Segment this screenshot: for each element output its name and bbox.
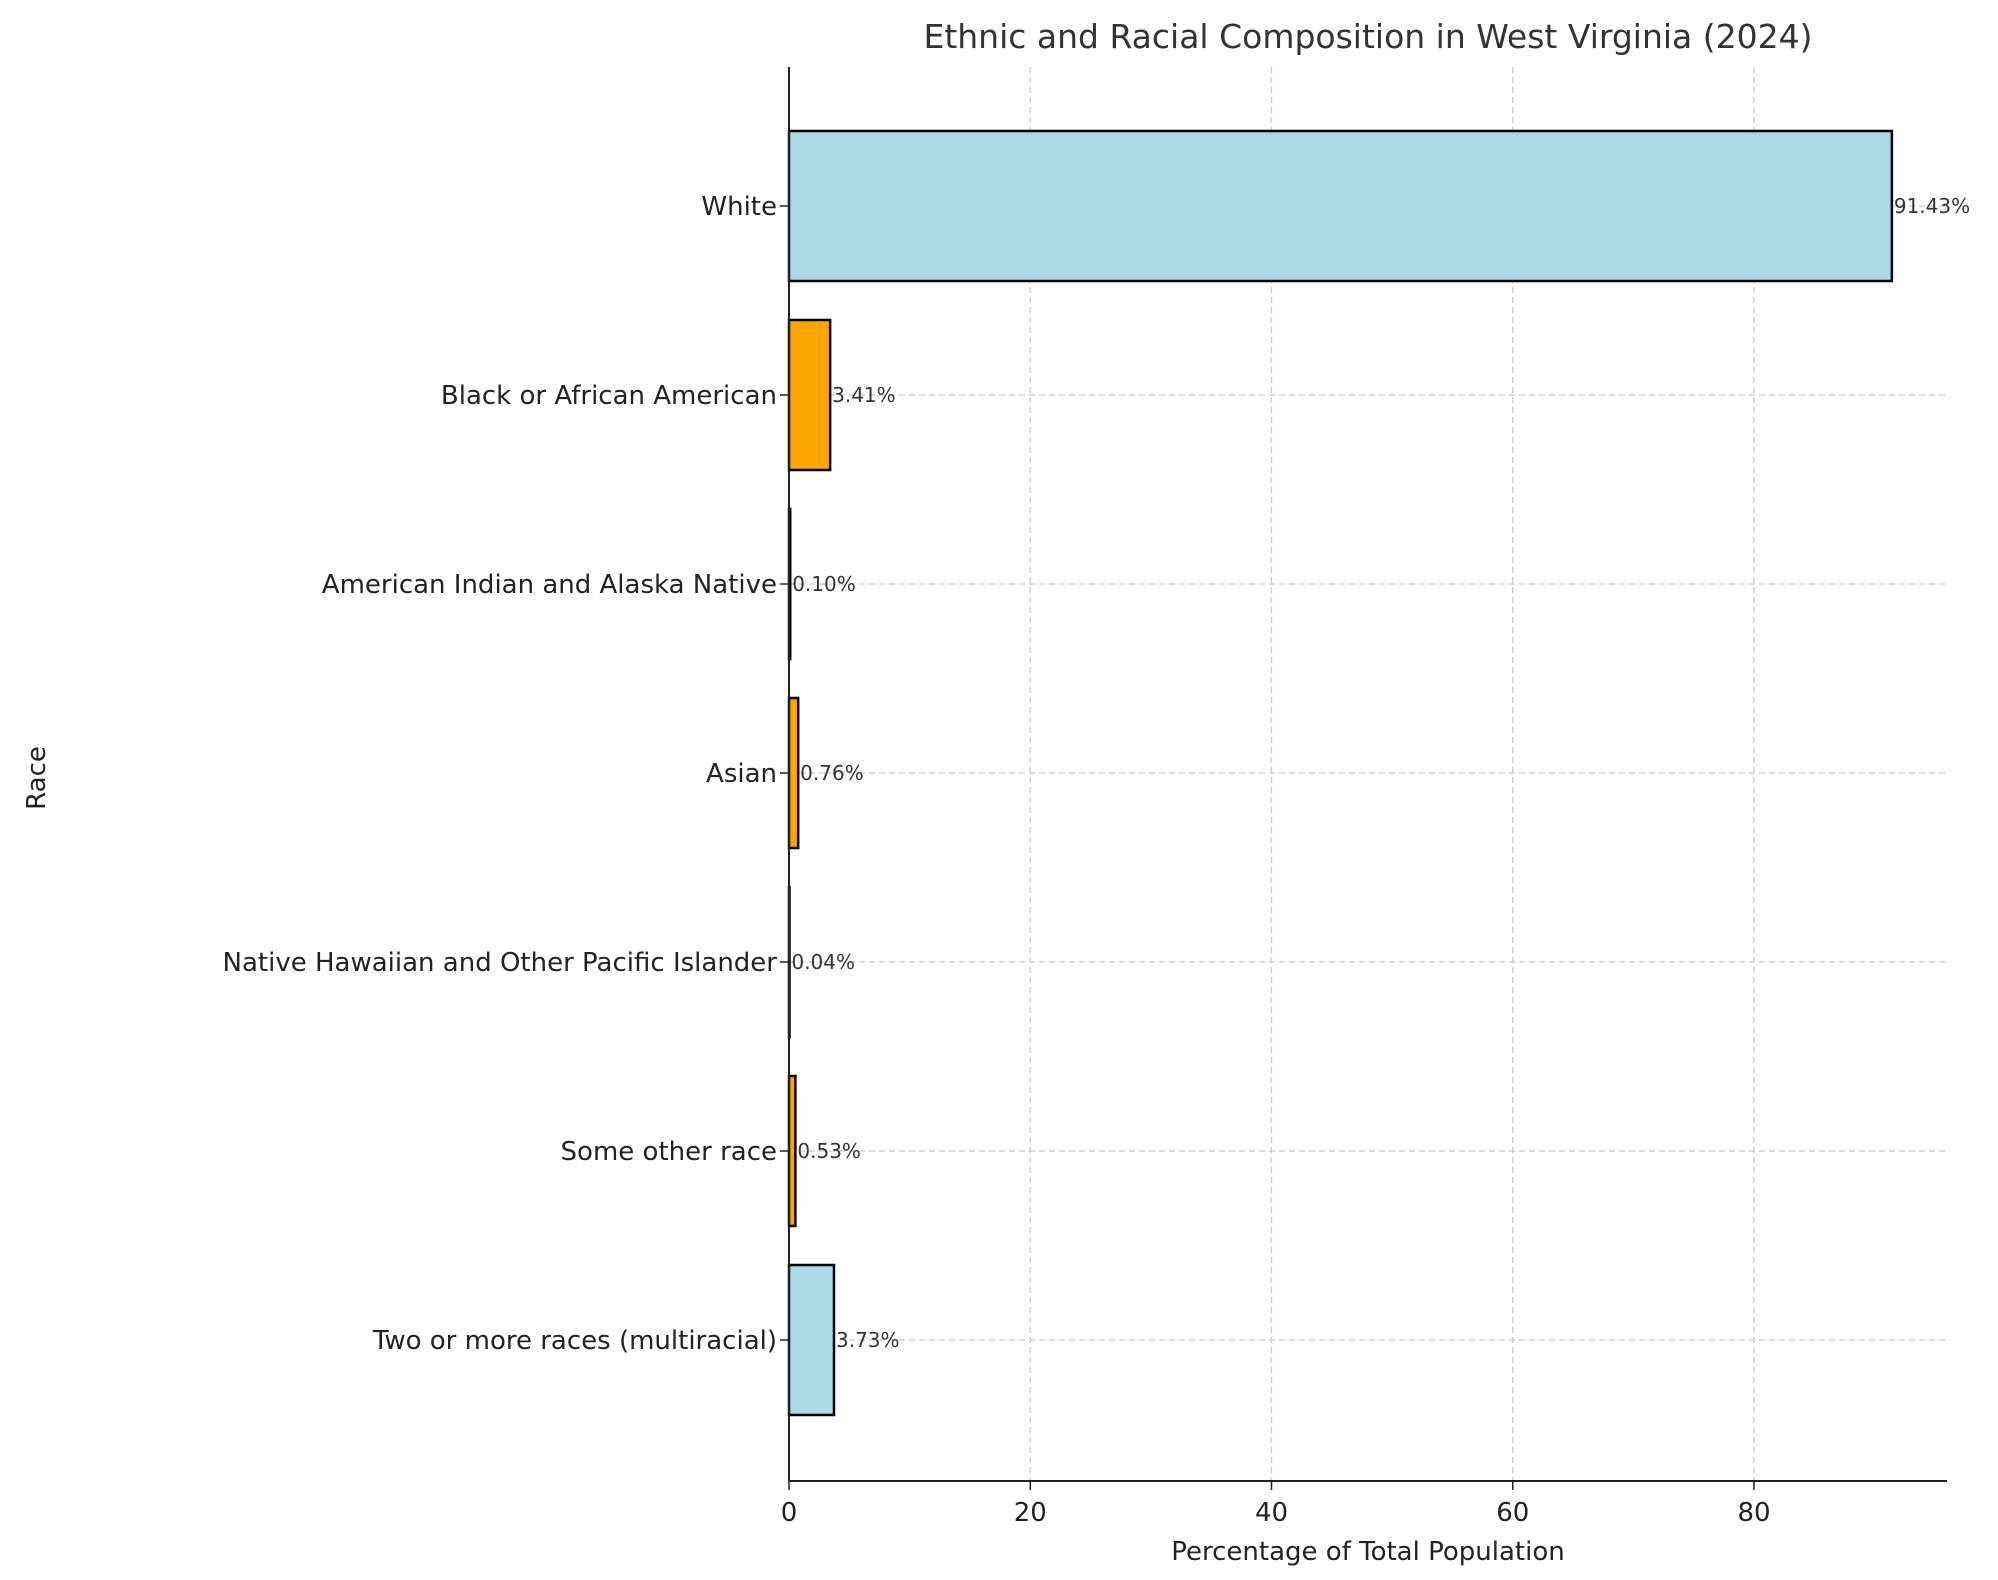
x-tick-label: 40 bbox=[1255, 1498, 1288, 1528]
data-label: 3.73% bbox=[836, 1328, 900, 1352]
data-label: 91.43% bbox=[1894, 194, 1970, 218]
x-tick-label: 20 bbox=[1014, 1498, 1047, 1528]
y-tick-label: Black or African American bbox=[441, 381, 777, 411]
y-tick-label: Some other race bbox=[561, 1137, 777, 1167]
data-label: 0.53% bbox=[797, 1139, 861, 1163]
x-tick-label: 60 bbox=[1496, 1498, 1529, 1528]
y-tick-label: White bbox=[701, 192, 777, 222]
chart-title: Ethnic and Racial Composition in West Vi… bbox=[923, 17, 1812, 56]
bar bbox=[787, 696, 800, 850]
data-label: 3.41% bbox=[832, 383, 896, 407]
y-tick-label: Native Hawaiian and Other Pacific Island… bbox=[223, 948, 778, 978]
bar bbox=[787, 1263, 836, 1417]
x-tick-label: 80 bbox=[1737, 1498, 1770, 1528]
bars: 91.43% 3.41% 0.10% 0.76% 0.04% 0.53% 3.73% bbox=[787, 129, 1970, 1417]
y-tick-label: Asian bbox=[706, 759, 777, 789]
bar bbox=[787, 129, 1894, 283]
data-label: 0.76% bbox=[800, 761, 864, 785]
x-tick-label: 0 bbox=[781, 1498, 798, 1528]
y-tick-label: Two or more races (multiracial) bbox=[372, 1326, 777, 1356]
axes: 0 20 40 60 80 White Black or African American A… bbox=[223, 67, 1947, 1528]
x-axis-label: Percentage of Total Population bbox=[1171, 1537, 1564, 1567]
bar bbox=[787, 318, 832, 472]
y-axis-label: Race bbox=[22, 746, 52, 810]
data-label: 0.04% bbox=[791, 950, 855, 974]
y-tick-label: American Indian and Alaska Native bbox=[322, 570, 777, 600]
data-label: 0.10% bbox=[792, 572, 856, 596]
